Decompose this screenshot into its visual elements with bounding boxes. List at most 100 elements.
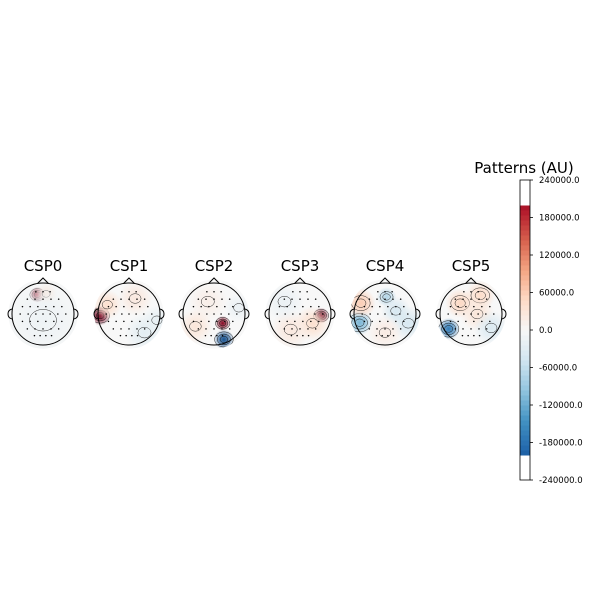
sensor-dot (53, 305, 55, 308)
sensor-dot (485, 328, 488, 330)
sensor-dot (135, 313, 137, 315)
colorbar-segment (520, 355, 530, 361)
sensor-dot (121, 313, 123, 315)
sensor-dot (206, 313, 208, 315)
sensor-dot (136, 298, 138, 300)
sensor-dot (42, 298, 44, 300)
sensor-dot (224, 305, 226, 308)
colorbar-segment (520, 465, 530, 471)
sensor-dot (368, 328, 371, 330)
topomap-contour (214, 331, 234, 348)
sensor-dot (467, 334, 469, 337)
sensor-dot (379, 305, 381, 308)
sensor-dot (49, 291, 51, 293)
sensor-dot (369, 313, 371, 315)
sensor-dot (307, 298, 309, 300)
sensor-dot (128, 298, 130, 300)
sensor-dot (128, 328, 130, 330)
sensor-dot (53, 320, 55, 323)
topomap-contour (217, 333, 231, 346)
sensor-dot (481, 320, 483, 323)
sensor-dot (457, 320, 459, 323)
sensor-dot (292, 313, 294, 315)
topomap-blob (223, 292, 249, 323)
topomap-csp3: CSP3 (264, 257, 336, 349)
colorbar-segment (520, 400, 530, 406)
colorbar-segment (520, 290, 530, 296)
head-outline (439, 282, 503, 346)
sensor-dot (478, 334, 481, 337)
colorbar-segment (520, 425, 530, 431)
sensor-dot (147, 305, 149, 308)
colorbar-segment (520, 325, 530, 331)
topomap-blob (265, 281, 305, 322)
topomap-contour (129, 293, 142, 304)
sensor-dot (302, 305, 304, 308)
sensor-dot (457, 305, 459, 308)
sensor-dot (57, 328, 60, 330)
sensor-dot (33, 334, 36, 337)
topomap-blob (142, 305, 164, 336)
sensor-dot (21, 320, 24, 323)
head-outline (182, 282, 246, 346)
sensor-dot (26, 298, 29, 300)
topomap-title: CSP1 (110, 257, 149, 275)
sensor-dot (454, 328, 457, 330)
sensor-dot (399, 298, 402, 300)
sensor-dot (105, 313, 107, 315)
colorbar-segment (520, 330, 530, 336)
colorbar-segment (520, 205, 530, 211)
right-ear (73, 308, 79, 320)
sensor-dot (463, 291, 465, 293)
sensor-dot (470, 298, 472, 300)
topomap-contour (29, 309, 57, 332)
sensor-dot (121, 291, 123, 293)
topomap-title: CSP2 (195, 257, 234, 275)
sensor-dot (213, 298, 215, 300)
sensor-dot (57, 313, 59, 315)
sensor-dot (299, 313, 301, 315)
sensor-dot (221, 334, 224, 337)
sensor-dot (125, 334, 127, 337)
colorbar-segment (520, 455, 530, 461)
sensor-dot (213, 291, 215, 293)
sensor-dot (143, 328, 146, 330)
sensor-dot (381, 334, 383, 337)
topomap-contour (151, 315, 163, 325)
right-ear (159, 308, 165, 320)
topomap-contour (101, 300, 113, 310)
colorbar-segment (520, 360, 530, 366)
colorbar-segment (520, 235, 530, 241)
sensor-dot (139, 305, 141, 308)
sensor-dot (376, 298, 378, 300)
sensor-dot (290, 334, 293, 337)
sensor-dot (57, 298, 60, 300)
colorbar-tick-label: 0.0 (539, 326, 553, 336)
topomap-blob (215, 315, 231, 331)
topomap-contour (219, 320, 227, 327)
topomap-csp0: CSP0 (7, 257, 79, 349)
colorbar-segment (520, 405, 530, 411)
right-ear (501, 308, 507, 320)
topomap-title: CSP3 (281, 257, 320, 275)
sensor-dot (463, 313, 465, 315)
topomap-contour (378, 327, 392, 338)
topomap-contour (200, 295, 215, 308)
sensor-dot (213, 313, 215, 315)
sensor-dot (192, 305, 195, 308)
sensor-dot (205, 298, 207, 300)
sensor-dot (314, 313, 316, 315)
colorbar-segment (520, 280, 530, 286)
sensor-dot (19, 313, 21, 315)
sensor-dot (299, 291, 301, 293)
sensor-dot (296, 334, 298, 337)
nose (294, 277, 306, 284)
nose (37, 277, 49, 284)
sensor-dot (307, 328, 309, 330)
sensor-dot (375, 334, 378, 337)
colorbar-segment (520, 240, 530, 246)
colorbar-segment (520, 450, 530, 456)
sensor-dot (493, 313, 495, 315)
sensor-dot (306, 313, 308, 315)
sensor-dot (322, 313, 324, 315)
